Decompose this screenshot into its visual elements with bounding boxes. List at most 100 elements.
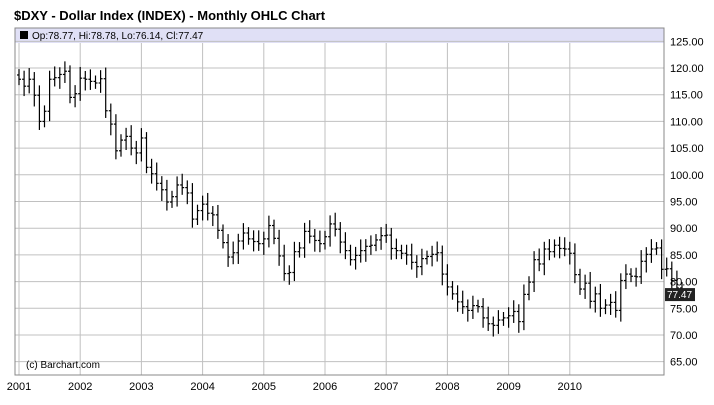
ohlc-bar xyxy=(246,227,251,245)
ohlc-bar xyxy=(465,299,470,322)
y-tick-label: 115.00 xyxy=(670,90,703,102)
ohlc-bar xyxy=(578,268,582,295)
ohlc-bar xyxy=(634,267,639,287)
ohlc-bar xyxy=(511,300,516,323)
ohlc-bar xyxy=(88,69,93,90)
ohlc-bar xyxy=(399,244,404,260)
ohlc-bar xyxy=(496,310,501,334)
ohlc-bar xyxy=(159,176,164,201)
ohlc-bars xyxy=(17,61,684,337)
ohlc-bar xyxy=(613,291,618,318)
ohlc-bar xyxy=(251,230,256,252)
ohlc-bar xyxy=(139,128,144,162)
ohlc-bar xyxy=(261,231,266,255)
ohlc-bar xyxy=(384,223,389,243)
chart-title: $DXY - Dollar Index (INDEX) - Monthly OH… xyxy=(14,8,326,23)
grid xyxy=(15,40,664,375)
plot-frame xyxy=(14,27,665,376)
ohlc-bar xyxy=(164,179,169,211)
ohlc-bar xyxy=(608,293,613,315)
ohlc-bar xyxy=(42,105,47,128)
ohlc-bar xyxy=(108,103,113,136)
ohlc-bar xyxy=(93,75,98,89)
ohlc-bar xyxy=(491,316,496,337)
ohlc-bar xyxy=(241,223,246,250)
ohlc-bar xyxy=(516,304,521,333)
x-tick-label: 2004 xyxy=(190,381,214,393)
last-value-marker: 77.47 xyxy=(665,288,695,302)
ohlc-bar xyxy=(205,192,210,221)
ohlc-bar xyxy=(226,234,231,267)
ohlc-bar xyxy=(170,190,174,208)
ohlc-bar xyxy=(190,183,195,228)
ohlc-bar xyxy=(68,65,72,104)
ohlc-bar xyxy=(287,265,292,285)
ohlc-bar xyxy=(486,306,491,331)
ohlc-bar xyxy=(98,70,103,93)
ohlc-bar xyxy=(598,283,603,317)
y-tick-label: 110.00 xyxy=(670,116,703,128)
ohlc-bar xyxy=(78,66,83,101)
ohlc-bar xyxy=(73,85,78,108)
x-tick-label: 2001 xyxy=(7,381,31,393)
y-tick-label: 120.00 xyxy=(670,63,704,75)
ohlc-bar xyxy=(129,125,134,156)
ohlc-bar xyxy=(333,212,338,237)
ohlc-bar xyxy=(552,239,557,258)
ohlc-bar xyxy=(379,227,384,250)
ohlc-bar xyxy=(302,222,307,258)
ohlc-bar xyxy=(374,234,378,252)
ohlc-bar xyxy=(470,295,475,319)
ohlc-bar xyxy=(200,195,205,221)
ohlc-bar xyxy=(144,132,149,174)
ohlc-bar xyxy=(618,273,623,322)
ohlc-bar xyxy=(664,257,669,277)
last-value-label: 77.47 xyxy=(667,290,692,301)
ohlc-bar xyxy=(404,244,409,265)
ohlc-bar xyxy=(113,114,118,160)
ohlc-bar xyxy=(149,158,154,184)
ohlc-bar xyxy=(588,271,593,309)
ohlc-bar xyxy=(277,229,282,266)
ohlc-bar xyxy=(317,230,322,253)
ohlc-bar xyxy=(562,237,567,257)
ohlc-bar xyxy=(328,215,333,247)
y-tick-label: 80.00 xyxy=(670,277,698,289)
ohlc-bar xyxy=(389,227,394,260)
ohlc-bar xyxy=(435,241,440,262)
ohlc-bar xyxy=(419,248,424,276)
ohlc-bar xyxy=(649,239,654,263)
ohlc-bar xyxy=(572,243,577,284)
ohlc-bar xyxy=(62,61,67,83)
ohlc-bar xyxy=(17,69,21,86)
ohlc-bar xyxy=(57,67,62,89)
x-axis-ticks: 2001 2002 2003 2004 2005 2006 2007 2008 2009 2010 xyxy=(7,381,582,393)
ohlc-bar xyxy=(639,250,644,284)
ohlc-bar xyxy=(394,238,399,260)
ohlc-bar xyxy=(343,232,348,260)
ohlc-bar xyxy=(669,261,674,292)
ohlc-bar xyxy=(103,67,108,118)
ohlc-bar xyxy=(37,85,42,130)
ohlc-bar xyxy=(83,70,88,91)
ohlc-bar xyxy=(445,264,450,296)
y-tick-label: 75.00 xyxy=(670,303,698,315)
ohlc-bar xyxy=(47,70,52,122)
ohlc-bar xyxy=(292,241,297,282)
x-tick-label: 2008 xyxy=(435,381,459,393)
ohlc-bar xyxy=(236,233,241,264)
info-bar xyxy=(15,28,664,43)
ohlc-bar xyxy=(266,215,271,248)
ohlc-bar xyxy=(430,245,435,267)
y-tick-label: 70.00 xyxy=(670,330,698,342)
ohlc-bar xyxy=(323,230,327,250)
ohlc-bar xyxy=(654,242,659,255)
ohlc-bar xyxy=(134,140,139,165)
ohlc-bar xyxy=(307,220,312,244)
ohlc-bar xyxy=(440,245,445,286)
ohlc-bar xyxy=(221,224,225,249)
ohlc-bar xyxy=(215,204,220,239)
ohlc-bar xyxy=(455,285,460,312)
ohlc-bar xyxy=(154,162,159,191)
ohlc-bar xyxy=(368,235,373,255)
